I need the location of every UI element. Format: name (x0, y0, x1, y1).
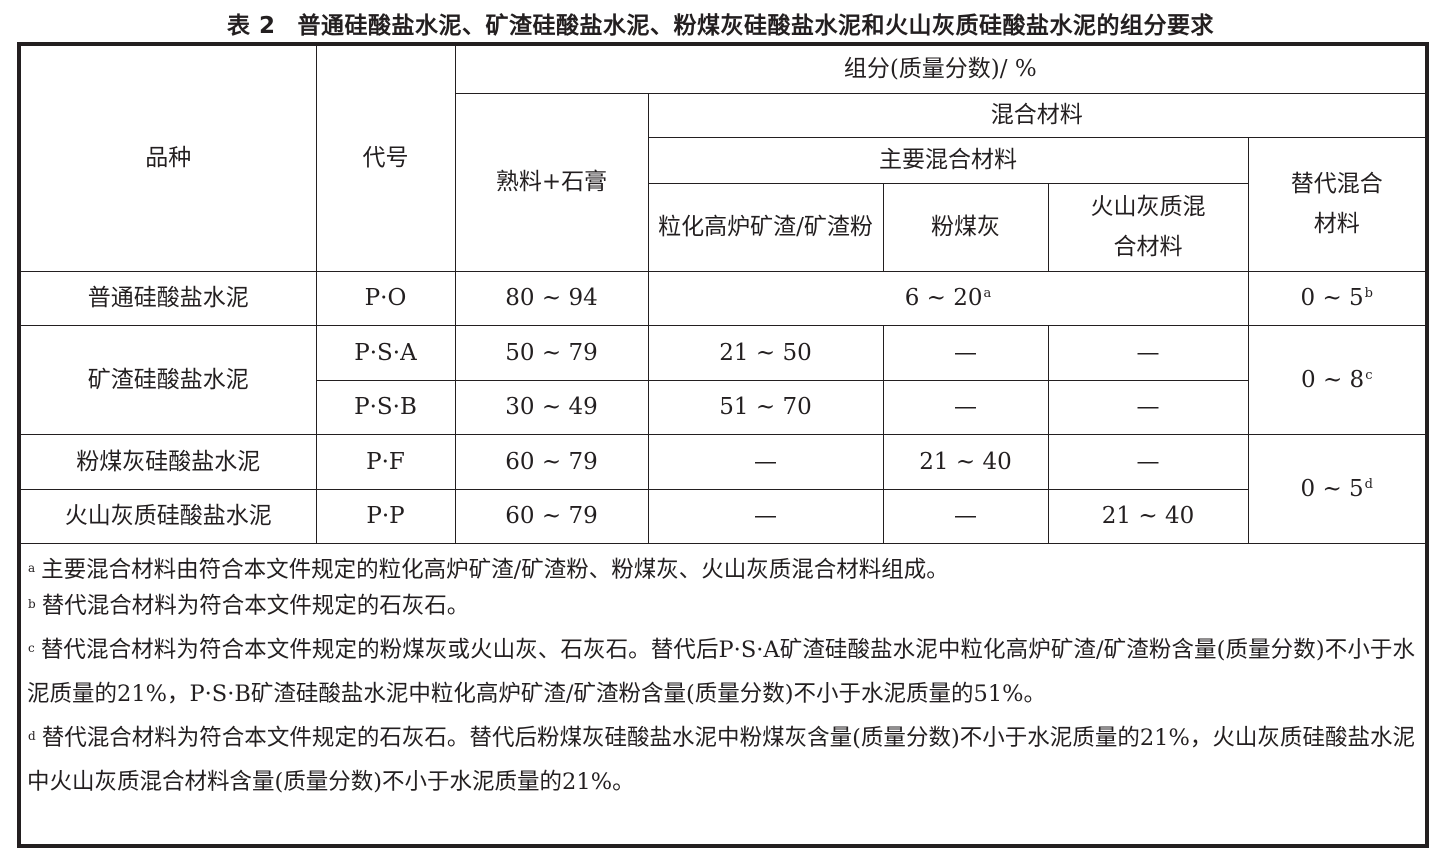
code-cell: P·O (315, 270, 456, 326)
footnote-text: 主要混合材料由符合本文件规定的粒化高炉矿渣/矿渣粉、粉煤灰、火山灰质混合材料组成… (41, 557, 949, 583)
table-row: 火山灰质硅酸盐水泥 P·P 60 ~ 79 — — 21 ~ 40 (21, 488, 1425, 544)
table-title-text: 普通硅酸盐水泥、矿渣硅酸盐水泥、粉煤灰硅酸盐水泥和火山灰质硅酸盐水泥的组分要求 (297, 13, 1214, 39)
table-row: 普通硅酸盐水泥 P·O 80 ~ 94 6 ~ 20a 0 ~ 5b (21, 270, 1426, 326)
footnotes: a 主要混合材料由符合本文件规定的粒化高炉矿渣/矿渣粉、粉煤灰、火山灰质混合材料组… (21, 542, 1425, 804)
fly-ash-cell: — (882, 488, 1049, 544)
footnote-ref: c (1365, 367, 1373, 383)
header-substitute: 替代混合材料 (1247, 136, 1426, 272)
header-slag: 粒化高炉矿渣/矿渣粉 (648, 182, 884, 272)
footnote-a: a 主要混合材料由符合本文件规定的粒化高炉矿渣/矿渣粉、粉煤灰、火山灰质混合材料组… (27, 552, 1415, 588)
footnote-c: c 替代混合材料为符合本文件规定的粉煤灰或火山灰、石灰石。替代后P·S·A矿渣硅酸… (27, 628, 1415, 716)
pozzolan-cell: — (1047, 379, 1249, 435)
footnote-ref: b (1364, 286, 1373, 301)
header-code: 代号 (315, 46, 456, 272)
substitute-value: 0 ~ 5 (1300, 475, 1364, 502)
code-cell: P·S·A (315, 324, 456, 381)
substitute-cell: 0 ~ 8c (1247, 324, 1426, 435)
footnote-text: 替代混合材料为符合本文件规定的石灰石。替代后粉煤灰硅酸盐水泥中粉煤灰含量(质量分… (27, 725, 1415, 795)
header-pozzolan: 火山灰质混合材料 (1047, 182, 1249, 272)
footnote-ref: a (983, 286, 992, 301)
pozzolan-cell: — (1047, 324, 1249, 381)
composition-table: 品种 代号 组分(质量分数)/ % 熟料+石膏 混合材料 主要混合材料 替代混合… (17, 42, 1429, 848)
header-mixed-material: 混合材料 (647, 92, 1426, 138)
pozzolan-cell: — (1047, 433, 1249, 490)
header-clinker-gypsum: 熟料+石膏 (455, 92, 649, 272)
slag-cell: — (647, 488, 884, 544)
slag-cell: 21 ~ 50 (647, 324, 884, 381)
clinker-cell: 60 ~ 79 (454, 433, 649, 490)
fly-ash-cell: — (882, 324, 1049, 381)
substitute-cell: 0 ~ 5d (1247, 433, 1426, 544)
fly-ash-cell: — (882, 379, 1049, 435)
code-cell: P·F (315, 433, 456, 490)
footnote-mark: d (28, 729, 36, 743)
clinker-cell: 80 ~ 94 (454, 270, 649, 326)
footnote-mark: c (28, 641, 35, 655)
pozzolan-cell: 21 ~ 40 (1047, 488, 1249, 544)
code-cell: P·P (315, 488, 456, 544)
footnote-b: b 替代混合材料为符合本文件规定的石灰石。 (27, 588, 1415, 624)
slag-cell: — (647, 433, 884, 490)
header-composition: 组分(质量分数)/ % (454, 46, 1426, 94)
clinker-cell: 60 ~ 79 (454, 488, 649, 544)
table-row: P·S·B 30 ~ 49 51 ~ 70 — — (21, 379, 1425, 435)
footnote-mark: b (28, 597, 36, 611)
table-row: 矿渣硅酸盐水泥 P·S·A 50 ~ 79 21 ~ 50 — — 0 ~ 8c (21, 324, 1426, 435)
footnote-d: d 替代混合材料为符合本文件规定的石灰石。替代后粉煤灰硅酸盐水泥中粉煤灰含量(质量… (27, 716, 1415, 804)
table-row: 粉煤灰硅酸盐水泥 P·F 60 ~ 79 — 21 ~ 40 — 0 ~ 5d (21, 433, 1426, 544)
clinker-cell: 30 ~ 49 (454, 379, 649, 435)
substitute-value: 0 ~ 5 (1300, 285, 1364, 311)
table-title: 表 2 普通硅酸盐水泥、矿渣硅酸盐水泥、粉煤灰硅酸盐水泥和火山灰质硅酸盐水泥的组分… (0, 6, 1441, 40)
table-number: 表 2 (226, 13, 276, 39)
slag-cell: 51 ~ 70 (647, 379, 884, 435)
header-fly-ash: 粉煤灰 (882, 182, 1049, 272)
variety-cell: 粉煤灰硅酸盐水泥 (21, 433, 317, 490)
main-mixed-cell: 6 ~ 20a (647, 270, 1249, 326)
footnote-ref: d (1364, 476, 1373, 492)
main-mixed-value: 6 ~ 20 (904, 285, 983, 311)
footnote-mark: a (28, 561, 36, 575)
clinker-cell: 50 ~ 79 (454, 324, 649, 381)
footnote-text: 替代混合材料为符合本文件规定的粉煤灰或火山灰、石灰石。替代后P·S·A矿渣硅酸盐… (27, 637, 1415, 707)
fly-ash-cell: 21 ~ 40 (882, 433, 1049, 490)
variety-cell: 矿渣硅酸盐水泥 (21, 324, 317, 435)
variety-cell: 普通硅酸盐水泥 (21, 270, 317, 326)
code-cell: P·S·B (316, 379, 456, 435)
substitute-cell: 0 ~ 5b (1247, 270, 1426, 326)
header-main-mixed: 主要混合材料 (648, 136, 1249, 184)
footnote-text: 替代混合材料为符合本文件规定的石灰石。 (41, 593, 470, 619)
substitute-value: 0 ~ 8 (1301, 366, 1365, 393)
variety-cell: 火山灰质硅酸盐水泥 (21, 488, 317, 544)
header-variety: 品种 (21, 46, 317, 272)
